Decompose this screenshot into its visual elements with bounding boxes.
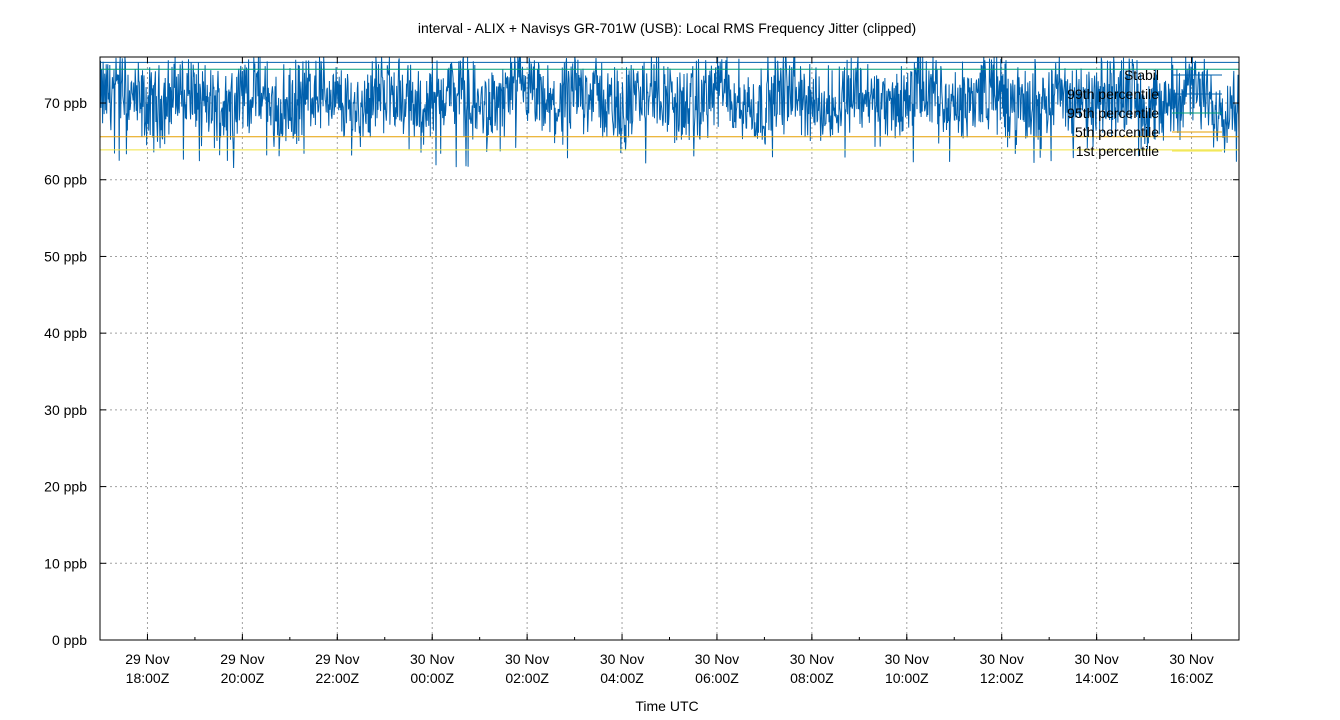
x-tick-label: 30 Nov — [600, 651, 644, 667]
legend-label: 5th percentile — [1075, 124, 1159, 140]
x-tick-label: 06:00Z — [695, 670, 739, 686]
legend: Stabil 99th percentile 95th percentile 5th … — [1067, 67, 1222, 159]
y-tick-label: 30 ppb — [44, 402, 87, 418]
x-tick-label: 29 Nov — [315, 651, 359, 667]
y-tick-label: 40 ppb — [44, 325, 87, 341]
x-tick-label: 16:00Z — [1170, 670, 1214, 686]
x-tick-label: 30 Nov — [410, 651, 454, 667]
legend-label: 1st percentile — [1076, 143, 1159, 159]
x-tick-label: 30 Nov — [980, 651, 1024, 667]
x-tick-label: 30 Nov — [1169, 651, 1213, 667]
plot-border — [99, 56, 1240, 641]
x-tick-label: 10:00Z — [885, 670, 929, 686]
x-tick-label: 30 Nov — [695, 651, 739, 667]
plot-series — [99, 56, 1240, 169]
x-axis-label: Time UTC — [635, 698, 698, 714]
x-tick-label: 00:00Z — [410, 670, 454, 686]
x-tick-label: 04:00Z — [600, 670, 644, 686]
legend-label: 95th percentile — [1067, 105, 1159, 121]
x-tick-label: 30 Nov — [790, 651, 834, 667]
x-tick-label: 14:00Z — [1075, 670, 1119, 686]
y-tick-label: 70 ppb — [44, 95, 87, 111]
x-tick-label: 30 Nov — [505, 651, 549, 667]
x-tick-label: 08:00Z — [790, 670, 834, 686]
x-tick-label: 20:00Z — [221, 670, 265, 686]
x-tick-label: 02:00Z — [505, 670, 549, 686]
x-tick-label: 30 Nov — [1074, 651, 1118, 667]
series-line-1 — [99, 56, 1240, 169]
y-tick-label: 0 ppb — [52, 632, 87, 648]
x-tick-label: 29 Nov — [125, 651, 169, 667]
x-tick-label: 22:00Z — [315, 670, 359, 686]
grid — [100, 57, 1239, 640]
x-tick-label: 18:00Z — [126, 670, 170, 686]
x-tick-label: 30 Nov — [885, 651, 929, 667]
y-tick-label: 50 ppb — [44, 248, 87, 264]
axes: 0 ppb 10 ppb 20 ppb 30 ppb 40 ppb 50 ppb 60 pp… — [44, 57, 1240, 686]
chart-title: interval - ALIX + Navisys GR-701W (USB):… — [418, 20, 916, 36]
legend-label: 99th percentile — [1067, 86, 1159, 102]
y-tick-label: 20 ppb — [44, 479, 87, 495]
y-tick-label: 10 ppb — [44, 555, 87, 571]
y-tick-label: 60 ppb — [44, 172, 87, 188]
x-tick-label: 12:00Z — [980, 670, 1024, 686]
legend-label: Stabil — [1124, 67, 1159, 83]
x-tick-label: 29 Nov — [220, 651, 264, 667]
